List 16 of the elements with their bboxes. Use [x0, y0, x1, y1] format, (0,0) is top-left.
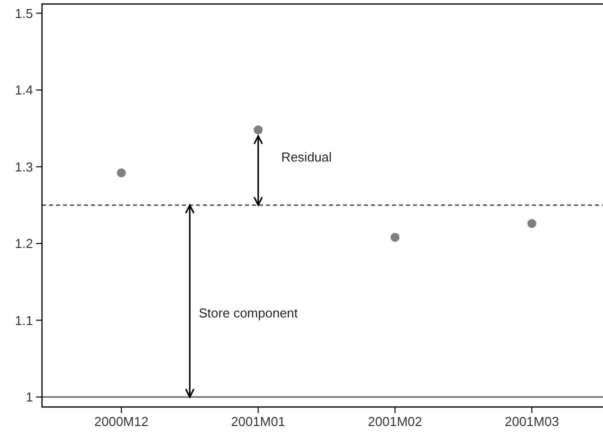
y-tick-label: 1.3: [14, 159, 33, 174]
annotation: Store component: [198, 306, 298, 321]
x-tick-label: 2000M12: [94, 414, 148, 429]
point: [254, 125, 263, 134]
point: [527, 219, 536, 228]
point: [116, 168, 126, 178]
x-tick-label: 2001M01: [231, 414, 286, 429]
y-tick-label: 1.5: [14, 6, 33, 21]
y-tick-label: 1.2: [14, 236, 33, 252]
x-tick-label: 2001M03: [504, 414, 559, 429]
point: [390, 232, 400, 242]
y-tick-label: 1: [26, 390, 33, 405]
annotation: Residual: [281, 150, 332, 165]
y-tick-label: 1.4: [14, 82, 33, 98]
y-tick-label: 1.1: [14, 312, 33, 328]
x-tick-label: 2001M02: [368, 414, 422, 429]
